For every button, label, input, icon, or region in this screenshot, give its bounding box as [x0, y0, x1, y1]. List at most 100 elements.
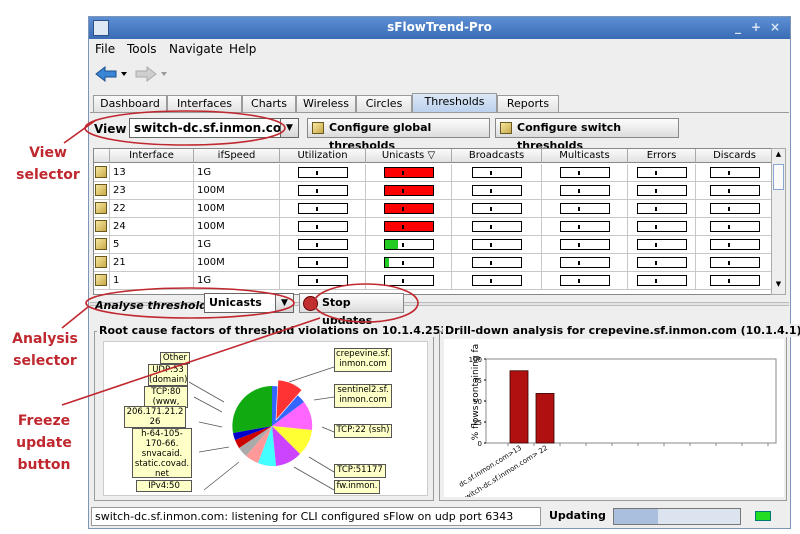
scroll-down-icon[interactable]: ▼	[775, 280, 782, 288]
multicasts-bar-cell[interactable]	[542, 164, 628, 182]
unicasts-bar-cell[interactable]	[366, 254, 452, 272]
menu-tools[interactable]: Tools	[127, 42, 157, 56]
row-edit-icon[interactable]	[94, 200, 110, 218]
tab-interfaces[interactable]: Interfaces	[167, 95, 242, 113]
broadcasts-bar-cell[interactable]	[452, 236, 542, 254]
interface-cell[interactable]: 5	[110, 236, 194, 254]
maximize-icon[interactable]: +	[750, 20, 762, 34]
errors-bar-cell[interactable]	[628, 200, 696, 218]
utilization-bar-cell[interactable]	[280, 200, 366, 218]
utilization-bar-cell[interactable]	[280, 254, 366, 272]
discards-bar-cell[interactable]	[696, 272, 772, 290]
table-header-discards[interactable]: Discards	[696, 149, 772, 163]
tab-charts[interactable]: Charts	[242, 95, 296, 113]
bar-0	[509, 370, 529, 444]
table-header-multicasts[interactable]: Multicasts	[542, 149, 628, 163]
callout-analysis-selector: Analysis selector	[12, 331, 78, 369]
minimize-icon[interactable]: _	[735, 20, 741, 34]
discards-bar-cell[interactable]	[696, 254, 772, 272]
interface-cell[interactable]: 22	[110, 200, 194, 218]
forward-arrow-icon[interactable]	[135, 65, 167, 83]
multicasts-bar-cell[interactable]	[542, 272, 628, 290]
close-icon[interactable]: ×	[769, 20, 781, 34]
broadcasts-bar-cell[interactable]	[452, 200, 542, 218]
broadcasts-bar-cell[interactable]	[452, 272, 542, 290]
multicasts-bar-cell[interactable]	[542, 200, 628, 218]
scroll-up-icon[interactable]: ▲	[775, 150, 782, 158]
unicasts-bar-cell[interactable]	[366, 272, 452, 290]
errors-bar-cell[interactable]	[628, 182, 696, 200]
menu-file[interactable]: File	[95, 42, 116, 56]
multicasts-bar-cell[interactable]	[542, 218, 628, 236]
unicasts-bar-cell[interactable]	[366, 164, 452, 182]
row-edit-icon[interactable]	[94, 272, 110, 290]
row-edit-icon[interactable]	[94, 236, 110, 254]
unicasts-bar-cell[interactable]	[366, 236, 452, 254]
tab-thresholds[interactable]: Thresholds	[412, 93, 497, 113]
errors-bar-cell[interactable]	[628, 272, 696, 290]
row-edit-icon[interactable]	[94, 182, 110, 200]
interface-cell[interactable]: 23	[110, 182, 194, 200]
row-edit-icon[interactable]	[94, 164, 110, 182]
broadcasts-bar-cell[interactable]	[452, 254, 542, 272]
ifspeed-cell[interactable]: 1G	[194, 236, 280, 254]
table-header-interface[interactable]: Interface	[110, 149, 194, 163]
discards-bar-cell[interactable]	[696, 164, 772, 182]
discards-bar-cell[interactable]	[696, 236, 772, 254]
tab-wireless[interactable]: Wireless	[296, 95, 356, 113]
tab-dashboard[interactable]: Dashboard	[93, 95, 167, 113]
utilization-bar-cell[interactable]	[280, 236, 366, 254]
utilization-bar-cell[interactable]	[280, 182, 366, 200]
view-selector[interactable]: switch-dc.sf.inmon.com ▼	[129, 118, 299, 138]
errors-bar-cell[interactable]	[628, 218, 696, 236]
ifspeed-cell[interactable]: 100M	[194, 218, 280, 236]
row-edit-icon[interactable]	[94, 254, 110, 272]
utilization-bar-cell[interactable]	[280, 164, 366, 182]
unicasts-bar-cell[interactable]	[366, 182, 452, 200]
multicasts-bar-cell[interactable]	[542, 236, 628, 254]
broadcasts-bar-cell[interactable]	[452, 218, 542, 236]
ifspeed-cell[interactable]: 100M	[194, 254, 280, 272]
utilization-bar-cell[interactable]	[280, 218, 366, 236]
table-header-broadcasts[interactable]: Broadcasts	[452, 149, 542, 163]
errors-bar-cell[interactable]	[628, 254, 696, 272]
analysis-selector-ellipse	[85, 287, 295, 319]
interface-cell[interactable]: 21	[110, 254, 194, 272]
threshold-bar	[710, 203, 760, 214]
threshold-marker	[578, 279, 580, 283]
utilization-bar-cell[interactable]	[280, 272, 366, 290]
tab-reports[interactable]: Reports	[497, 95, 559, 113]
interface-cell[interactable]: 13	[110, 164, 194, 182]
multicasts-bar-cell[interactable]	[542, 182, 628, 200]
back-arrow-icon[interactable]	[95, 65, 127, 83]
menu-navigate[interactable]: Navigate	[169, 42, 223, 56]
threshold-bar	[298, 239, 348, 250]
table-header-utilization[interactable]: Utilization	[280, 149, 366, 163]
table-header-errors[interactable]: Errors	[628, 149, 696, 163]
menu-help[interactable]: Help	[229, 42, 257, 56]
discards-bar-cell[interactable]	[696, 182, 772, 200]
broadcasts-bar-cell[interactable]	[452, 182, 542, 200]
configure-global-thresholds-button[interactable]: Configure global thresholds	[307, 118, 490, 152]
errors-bar-cell[interactable]	[628, 164, 696, 182]
table-header-unicasts[interactable]: Unicasts ▽	[366, 149, 452, 163]
broadcasts-bar-cell[interactable]	[452, 164, 542, 182]
ifspeed-cell[interactable]: 1G	[194, 164, 280, 182]
splitter[interactable]	[90, 302, 789, 306]
threshold-marker	[728, 225, 730, 229]
ifspeed-cell[interactable]: 100M	[194, 200, 280, 218]
multicasts-bar-cell[interactable]	[542, 254, 628, 272]
unicasts-bar-cell[interactable]	[366, 200, 452, 218]
scroll-thumb[interactable]	[773, 164, 784, 190]
ifspeed-cell[interactable]: 100M	[194, 182, 280, 200]
unicasts-bar-cell[interactable]	[366, 218, 452, 236]
tab-circles[interactable]: Circles	[356, 95, 412, 113]
table-header-ifspeed[interactable]: ifSpeed	[194, 149, 280, 163]
interface-cell[interactable]: 24	[110, 218, 194, 236]
row-edit-icon[interactable]	[94, 218, 110, 236]
threshold-marker	[316, 225, 318, 229]
errors-bar-cell[interactable]	[628, 236, 696, 254]
discards-bar-cell[interactable]	[696, 218, 772, 236]
discards-bar-cell[interactable]	[696, 200, 772, 218]
table-scrollbar[interactable]: ▲ ▼	[771, 148, 786, 295]
